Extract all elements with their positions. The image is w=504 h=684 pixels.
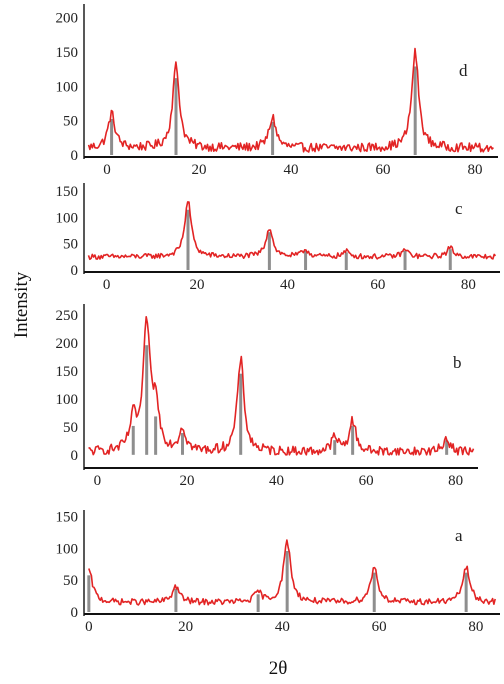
reference-peak-bar [174, 78, 178, 155]
x-tick-label: 60 [376, 162, 391, 178]
x-tick-label: 60 [372, 619, 387, 635]
x-tick-label: 40 [275, 619, 290, 635]
reference-peak-bar [145, 345, 149, 455]
panel-label: c [455, 199, 463, 218]
x-tick-label: 0 [103, 162, 111, 178]
x-tick-label: 40 [269, 473, 284, 489]
panel-label: d [459, 61, 468, 80]
reference-peak-bar [186, 209, 190, 270]
y-tick-label: 100 [56, 541, 79, 557]
y-tick-label: 50 [63, 420, 78, 436]
reference-peak-bar [239, 373, 243, 455]
y-tick-label: 250 [56, 308, 79, 324]
y-tick-label: 0 [71, 605, 79, 621]
x-tick-label: 20 [179, 473, 194, 489]
panel-c: 0 50 100 150 0 20 40 60 80 c [56, 183, 500, 293]
reference-peak-bar [333, 440, 337, 455]
x-tick-label: 80 [461, 277, 476, 293]
reference-peak-bar [267, 232, 271, 270]
y-tick-label: 0 [71, 148, 79, 164]
y-tick-label: 50 [63, 573, 78, 589]
x-tick-label: 60 [359, 473, 374, 489]
x-tick-label: 20 [190, 277, 205, 293]
panel-d: 0 50 100 150 200 0 20 40 60 80 d [56, 4, 498, 178]
x-tick-label: 40 [280, 277, 295, 293]
panel-label: b [453, 353, 462, 372]
reference-peak-bar [131, 425, 135, 455]
reference-peak-bar [448, 249, 452, 270]
y-tick-label: 50 [63, 237, 78, 253]
reference-peak-bar [304, 250, 308, 270]
x-tick-label: 80 [468, 619, 483, 635]
y-tick-label: 150 [56, 509, 79, 525]
panel-label: a [455, 526, 463, 545]
panel-a: 0 50 100 150 0 20 40 60 80 a [56, 509, 500, 635]
x-tick-label: 80 [468, 162, 483, 178]
reference-peak-bar [344, 252, 348, 270]
measured-trace [88, 539, 496, 606]
y-tick-label: 150 [56, 364, 79, 380]
reference-peak-bar [403, 250, 407, 270]
measured-trace [87, 201, 497, 261]
x-tick-label: 40 [284, 162, 299, 178]
reference-peak-bar [351, 425, 355, 455]
reference-peak-bar [372, 572, 376, 612]
reference-peak-bar [413, 66, 417, 155]
reference-peak-bar [87, 575, 91, 612]
y-axis-title: Intensity [11, 271, 32, 338]
x-tick-label: 20 [178, 619, 193, 635]
reference-peak-bar [464, 572, 468, 612]
x-tick-label: 60 [370, 277, 385, 293]
y-tick-label: 100 [56, 392, 79, 408]
reference-peak-bar [445, 440, 449, 455]
reference-peak-bar [285, 550, 289, 612]
x-tick-label: 0 [103, 277, 111, 293]
x-axis-title: 2θ [269, 658, 288, 679]
measured-trace [87, 47, 494, 153]
y-tick-label: 200 [56, 11, 79, 27]
x-tick-label: 0 [94, 473, 102, 489]
y-tick-label: 0 [71, 448, 79, 464]
y-tick-label: 150 [56, 45, 79, 61]
y-tick-label: 100 [56, 210, 79, 226]
y-tick-label: 100 [56, 79, 79, 95]
reference-peak-bar [181, 433, 184, 455]
panel-b: 0 50 100 150 200 250 0 20 40 60 80 b [56, 304, 478, 489]
x-tick-label: 20 [192, 162, 207, 178]
y-tick-label: 50 [63, 114, 78, 130]
y-tick-label: 0 [71, 263, 79, 279]
y-tick-label: 200 [56, 336, 79, 352]
x-tick-label: 80 [448, 473, 463, 489]
y-tick-label: 150 [56, 184, 79, 200]
reference-peak-bar [271, 121, 275, 155]
reference-peak-bar [256, 594, 260, 612]
reference-peak-bar [110, 118, 114, 155]
reference-peak-bar [174, 588, 178, 612]
reference-peak-bar [154, 416, 158, 455]
x-tick-label: 0 [85, 619, 93, 635]
measured-trace [88, 315, 475, 456]
